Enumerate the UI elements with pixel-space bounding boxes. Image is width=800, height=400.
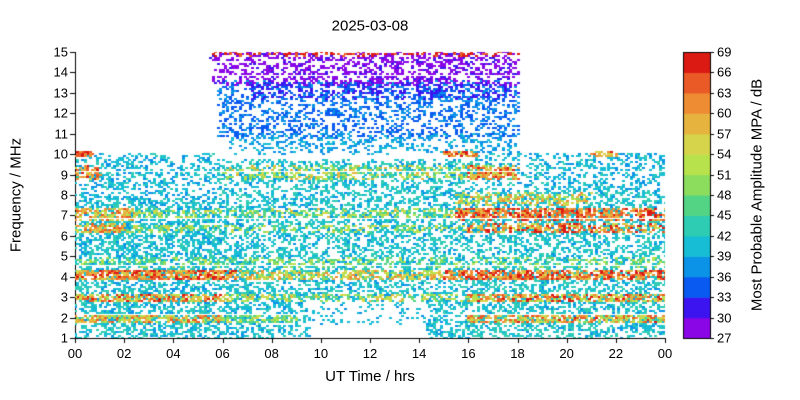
colorbar-tick-label: 51 (717, 167, 732, 183)
colorbar-tick-label: 57 (717, 126, 732, 142)
y-tick-label: 5 (60, 248, 68, 264)
y-tick-label: 8 (60, 187, 68, 203)
x-tick-label: 12 (362, 346, 378, 361)
y-axis-label: Frequency / MHz (7, 137, 25, 253)
y-tick-label: 12 (53, 105, 68, 121)
colorbar-tick-label: 39 (717, 248, 732, 264)
y-tick-label: 15 (53, 44, 68, 60)
y-tick-label: 10 (53, 146, 68, 162)
y-tick-label: 1 (60, 330, 68, 346)
x-tick-label: 22 (608, 346, 624, 361)
colorbar-tick-label: 27 (717, 330, 732, 346)
y-tick-label: 3 (60, 289, 68, 305)
x-tick-label: 02 (116, 346, 132, 361)
x-tick-label: 14 (411, 346, 427, 361)
y-tick-label: 14 (53, 64, 68, 80)
colorbar-label: Most Probable Amplitude MPA / dB (748, 78, 766, 312)
colorbar-tick-label: 42 (717, 228, 732, 244)
colorbar-tick-label: 45 (717, 207, 732, 223)
x-tick-label: 00 (657, 346, 673, 361)
colorbar-tick-label: 69 (717, 44, 732, 60)
x-tick-label: 00 (67, 346, 83, 361)
colorbar-tick-label: 48 (717, 187, 732, 203)
x-tick-label: 06 (215, 346, 230, 361)
colorbar-tick-label: 66 (717, 64, 732, 80)
y-tick-label: 11 (54, 126, 69, 142)
y-tick-label: 9 (60, 167, 68, 183)
colorbar-tick-label: 33 (717, 289, 732, 305)
colorbar-tick-label: 54 (717, 146, 732, 162)
x-tick-label: 04 (166, 346, 181, 361)
y-tick-label: 4 (60, 269, 68, 285)
y-tick-label: 13 (53, 85, 68, 101)
x-tick-label: 18 (510, 346, 525, 361)
x-tick-label: 20 (559, 346, 574, 361)
colorbar-tick-label: 36 (717, 269, 732, 285)
chart-title: 2025-03-08 (331, 17, 409, 35)
colorbar-tick-label: 60 (717, 105, 732, 121)
x-tick-label: 16 (461, 346, 476, 361)
y-tick-label: 7 (60, 207, 68, 223)
colorbar-tick-label: 30 (717, 310, 732, 326)
x-axis-label: UT Time / hrs (325, 368, 415, 385)
y-tick-label: 6 (60, 228, 68, 244)
x-tick-label: 10 (313, 346, 329, 361)
colorbar-tick-label: 63 (717, 85, 732, 101)
x-tick-label: 08 (264, 346, 279, 361)
y-tick-label: 2 (60, 310, 68, 326)
